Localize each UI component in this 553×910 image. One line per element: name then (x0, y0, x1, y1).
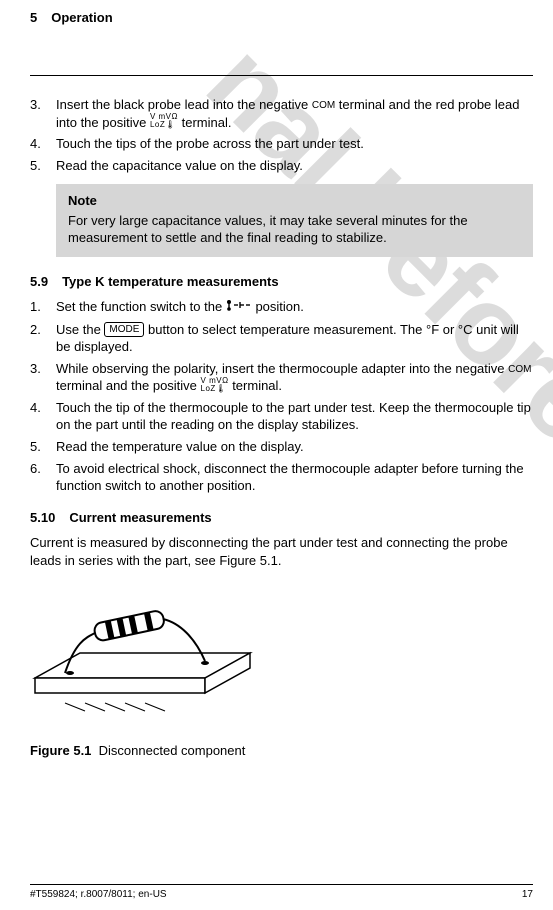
step-number: 4. (30, 135, 56, 153)
section-title: Type K temperature measurements (62, 274, 279, 289)
step-body: Touch the tips of the probe across the p… (56, 135, 533, 153)
section-number: 5.10 (30, 510, 55, 525)
step-body: Set the function switch to the position. (56, 298, 533, 316)
step-number: 6. (30, 460, 56, 495)
positive-terminal-symbol: V mVΩLoZ🌡 (150, 113, 178, 129)
header-rule (30, 75, 533, 76)
section-title: Current measurements (69, 510, 211, 525)
step-number: 1. (30, 298, 56, 316)
step-5: 5. Read the capacitance value on the dis… (30, 157, 533, 175)
figure-5-1: Figure 5.1 Disconnected component (30, 583, 533, 759)
text-fragment: position. (252, 299, 304, 314)
text-fragment: Set the function switch to the (56, 299, 226, 314)
text-fragment: terminal. (178, 115, 231, 130)
text-fragment: terminal and the positive (56, 378, 201, 393)
step-6: 6. To avoid electrical shock, disconnect… (30, 460, 533, 495)
chapter-number: 5 (30, 10, 37, 25)
section-intro: Current is measured by disconnecting the… (30, 534, 533, 569)
step-body: Use the MODE button to select temperatur… (56, 321, 533, 356)
step-3: 3. While observing the polarity, insert … (30, 360, 533, 395)
figure-label: Figure 5.1 (30, 743, 91, 758)
footer-doc-id: #T559824; r.8007/8011; en-US (30, 889, 167, 900)
procedure-temperature: 1. Set the function switch to the positi… (30, 298, 533, 494)
step-number: 3. (30, 96, 56, 131)
step-body: Read the temperature value on the displa… (56, 438, 533, 456)
step-3: 3. Insert the black probe lead into the … (30, 96, 533, 131)
figure-caption: Figure 5.1 Disconnected component (30, 742, 533, 760)
com-terminal-symbol: COM (312, 100, 335, 111)
step-2: 2. Use the MODE button to select tempera… (30, 321, 533, 356)
step-body: While observing the polarity, insert the… (56, 360, 533, 395)
positive-terminal-symbol: V mVΩLoZ🌡 (201, 377, 229, 393)
note-body: For very large capacitance values, it ma… (68, 212, 521, 247)
section-heading-5-9: 5.9 Type K temperature measurements (30, 273, 533, 291)
step-body: Touch the tip of the thermocouple to the… (56, 399, 533, 434)
com-terminal-symbol: COM (508, 364, 531, 375)
chapter-header: 5 Operation (30, 10, 533, 25)
step-1: 1. Set the function switch to the positi… (30, 298, 533, 316)
step-number: 5. (30, 157, 56, 175)
step-5: 5. Read the temperature value on the dis… (30, 438, 533, 456)
section-heading-5-10: 5.10 Current measurements (30, 509, 533, 527)
step-body: Read the capacitance value on the displa… (56, 157, 533, 175)
step-body: To avoid electrical shock, disconnect th… (56, 460, 533, 495)
section-number: 5.9 (30, 274, 48, 289)
text-fragment: Insert the black probe lead into the neg… (56, 97, 312, 112)
note-box: Note For very large capacitance values, … (56, 184, 533, 257)
note-title: Note (68, 192, 521, 210)
step-body: Insert the black probe lead into the neg… (56, 96, 533, 131)
step-number: 5. (30, 438, 56, 456)
text-fragment: terminal. (229, 378, 282, 393)
footer-page-number: 17 (522, 889, 533, 900)
step-number: 2. (30, 321, 56, 356)
text-fragment: Use the (56, 322, 104, 337)
step-number: 3. (30, 360, 56, 395)
temperature-position-symbol (226, 298, 252, 316)
chapter-title: Operation (51, 10, 112, 25)
figure-caption-text: Disconnected component (99, 743, 246, 758)
procedure-capacitance: 3. Insert the black probe lead into the … (30, 96, 533, 174)
disconnected-component-illustration (30, 583, 260, 723)
step-4: 4. Touch the tips of the probe across th… (30, 135, 533, 153)
text-fragment: While observing the polarity, insert the… (56, 361, 508, 376)
step-number: 4. (30, 399, 56, 434)
mode-button-symbol: MODE (104, 322, 144, 337)
step-4: 4. Touch the tip of the thermocouple to … (30, 399, 533, 434)
page-footer: #T559824; r.8007/8011; en-US 17 (30, 884, 533, 900)
